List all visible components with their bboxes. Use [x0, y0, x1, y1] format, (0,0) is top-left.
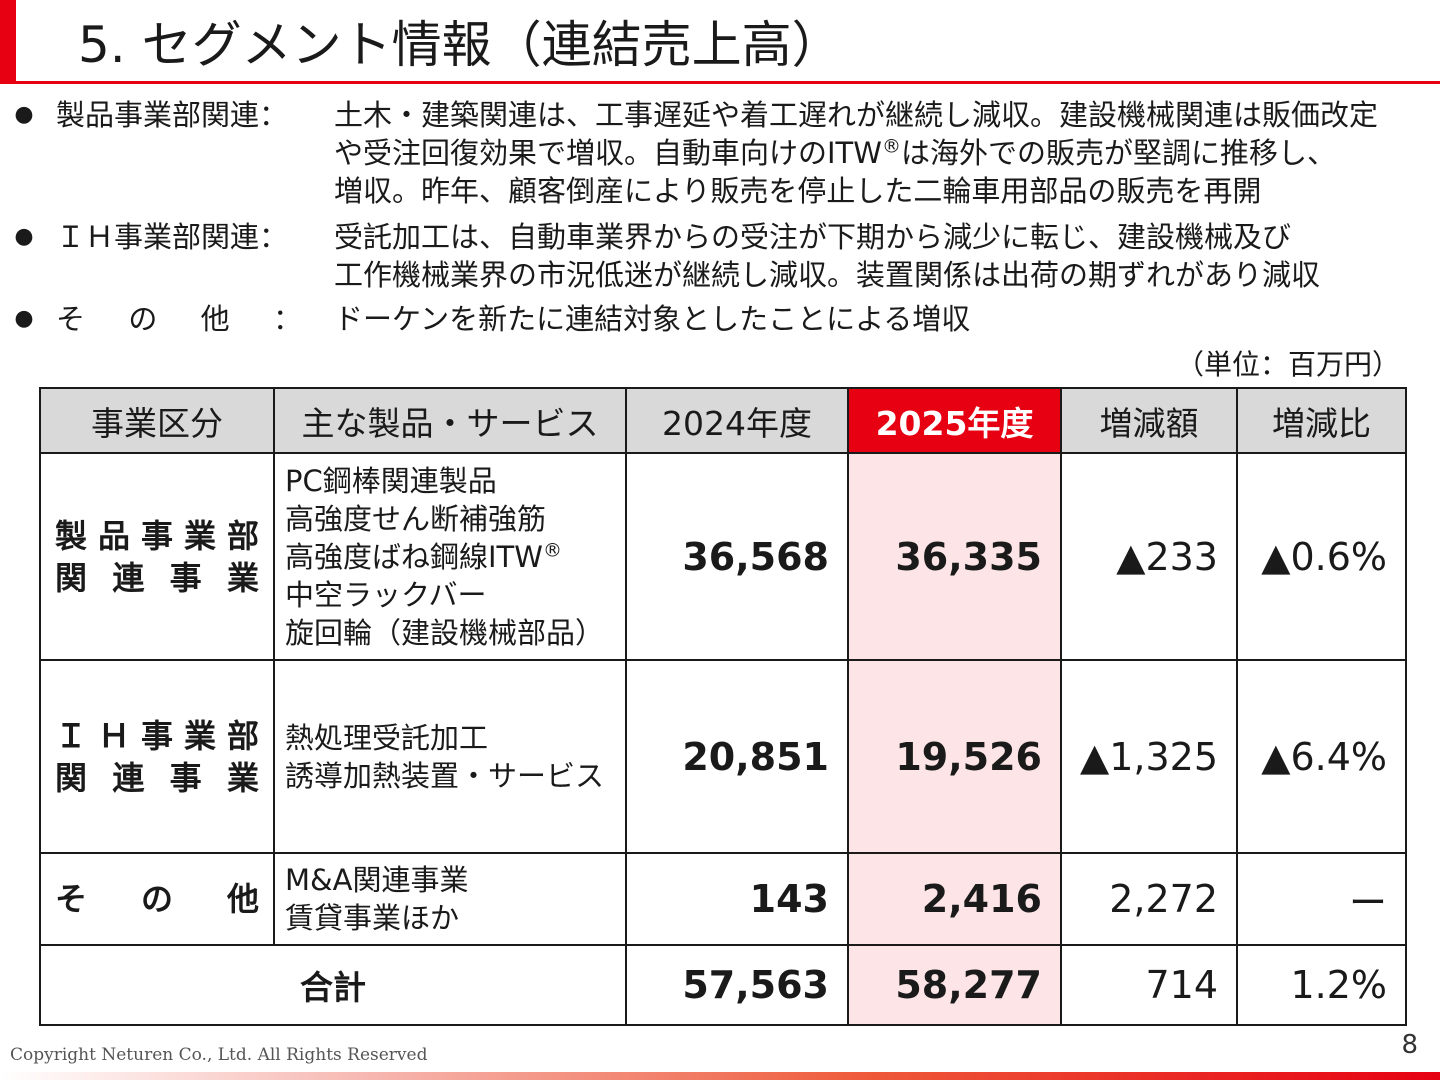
- fy2025-cell: 19,526: [847, 659, 1062, 854]
- footer-gradient-bar: [0, 1072, 1440, 1080]
- table-row: その他 M&A関連事業 賃貸事業ほか 143 2,416 2,272 ー: [39, 852, 1407, 946]
- title-accent-bar: [0, 0, 16, 84]
- total-label: 合計: [39, 944, 627, 1026]
- header-segment: 事業区分: [39, 387, 275, 454]
- registered-mark: ®: [542, 538, 562, 561]
- bullet-description: 土木・建築関連は、工事遅延や着工遅れが継続し減収。建設機械関連は販価改定 や受注…: [334, 98, 1379, 208]
- total-fy2024: 57,563: [625, 944, 849, 1026]
- ratio-cell: ー: [1236, 852, 1407, 946]
- products-cell: PC鋼棒関連製品 高強度せん断補強筋 高強度ばね鋼線ITW® 中空ラックバー 旋…: [273, 452, 627, 661]
- fy2024-cell: 20,851: [625, 659, 849, 854]
- segment-sales-table: 事業区分 主な製品・サービス 2024年度 2025年度 増減額 増減比 製品事…: [39, 387, 1407, 1026]
- copyright-notice: Copyright Neturen Co., Ltd. All Rights R…: [10, 1045, 428, 1065]
- products-cell: 熱処理受託加工 誘導加熱装置・サービス: [273, 659, 627, 854]
- bullet-dot-icon: ●: [14, 224, 34, 249]
- registered-mark: ®: [881, 135, 901, 158]
- fy2025-cell: 36,335: [847, 452, 1062, 661]
- ratio-cell: ▲6.4%: [1236, 659, 1407, 854]
- change-cell: 2,272: [1060, 852, 1238, 946]
- bullet-description: ドーケンを新たに連結対象としたことによる増収: [334, 302, 971, 336]
- table-header-row: 事業区分 主な製品・サービス 2024年度 2025年度 増減額 増減比: [39, 387, 1407, 454]
- fy2024-cell: 143: [625, 852, 849, 946]
- bullet-dot-icon: ●: [14, 306, 34, 331]
- table-total-row: 合計 57,563 58,277 714 1.2%: [39, 944, 1407, 1026]
- header-ratio: 増減比: [1236, 387, 1407, 454]
- title-underline: [16, 81, 1440, 84]
- bullet-category: 製品事業部関連：: [56, 98, 289, 132]
- change-cell: ▲1,325: [1060, 659, 1238, 854]
- ratio-cell: ▲0.6%: [1236, 452, 1407, 661]
- fy2025-cell: 2,416: [847, 852, 1062, 946]
- change-cell: ▲233: [1060, 452, 1238, 661]
- table-row: 製品事業部 関連事業 PC鋼棒関連製品 高強度せん断補強筋 高強度ばね鋼線ITW…: [39, 452, 1407, 661]
- header-change: 増減額: [1060, 387, 1238, 454]
- total-change: 714: [1060, 944, 1238, 1026]
- page-number: 8: [1401, 1030, 1418, 1060]
- products-cell: M&A関連事業 賃貸事業ほか: [273, 852, 627, 946]
- segment-cell: その他: [39, 852, 275, 946]
- bullet-category: ＩＨ事業部関連：: [56, 220, 289, 254]
- bullet-category: その他：: [56, 302, 302, 336]
- header-fy2024: 2024年度: [625, 387, 849, 454]
- bullet-description: 受託加工は、自動車業界からの受注が下期から減少に転じ、建設機械及び 工作機械業界…: [334, 220, 1321, 292]
- bullet-dot-icon: ●: [14, 102, 34, 127]
- total-fy2025: 58,277: [847, 944, 1062, 1026]
- total-ratio: 1.2%: [1236, 944, 1407, 1026]
- page-title: 5. セグメント情報（連結売上高）: [78, 16, 842, 74]
- unit-label: （単位：百万円）: [1175, 348, 1400, 381]
- header-products: 主な製品・サービス: [273, 387, 627, 454]
- header-fy2025: 2025年度: [847, 387, 1062, 454]
- segment-cell: 製品事業部 関連事業: [39, 452, 275, 661]
- fy2024-cell: 36,568: [625, 452, 849, 661]
